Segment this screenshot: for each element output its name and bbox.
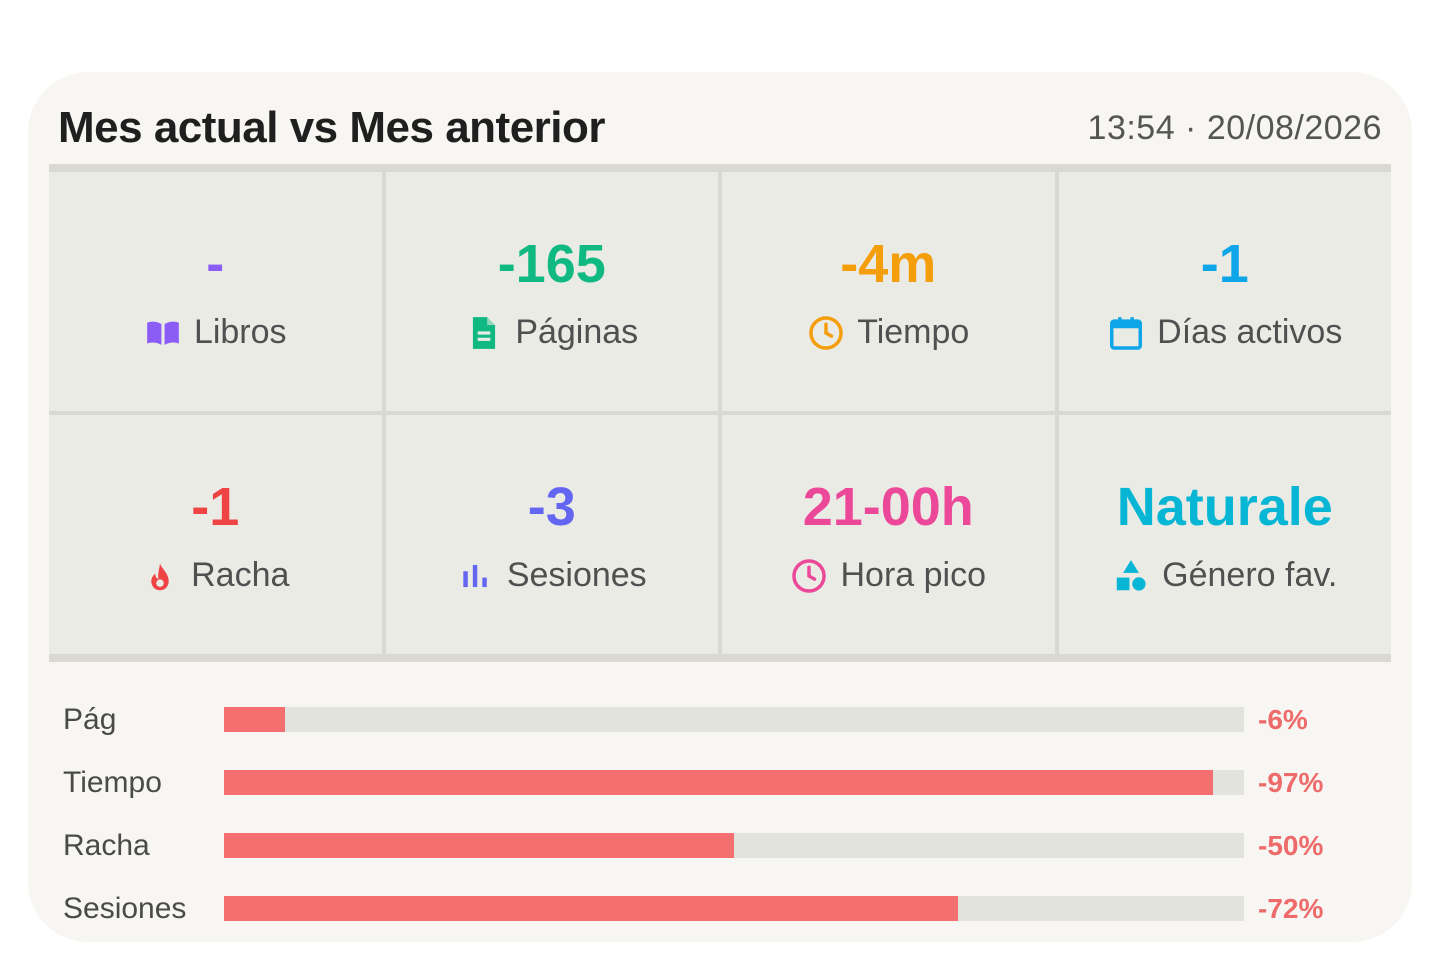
bar-percent: -50%: [1258, 829, 1324, 861]
stat-pages: -165 Páginas: [385, 172, 718, 411]
stat-peak-hour: 21-00h Hora pico: [722, 415, 1055, 654]
stat-time: -4m Tiempo: [722, 172, 1055, 411]
bar-label: Pág: [63, 702, 117, 736]
bar-percent: -6%: [1258, 703, 1308, 735]
card-header: Mes actual vs Mes anterior 13:54 · 20/08…: [58, 98, 1382, 158]
bar-fill: [224, 707, 286, 732]
bar-row-time: Tiempo -97%: [63, 751, 1377, 814]
stat-favorite-genre: Naturale Género fav.: [1058, 415, 1391, 654]
stat-streak: -1 Racha: [49, 415, 382, 654]
calendar-icon: [1107, 314, 1145, 352]
stat-books: - Libros: [49, 172, 382, 411]
bar-percent: -97%: [1258, 766, 1324, 798]
bar-fill: [224, 770, 1214, 795]
stat-label: Género fav.: [1162, 556, 1338, 594]
stat-label: Hora pico: [840, 556, 986, 594]
bar-track: [224, 770, 1244, 795]
stat-value: -165: [497, 234, 606, 294]
bar-fill: [224, 896, 959, 921]
clock-icon: [790, 557, 828, 595]
book-icon: [144, 314, 182, 352]
stat-value: -1: [1200, 234, 1249, 294]
stat-label: Racha: [191, 556, 290, 594]
bar-track: [224, 833, 1244, 858]
stat-value: -1: [191, 477, 240, 537]
bar-label: Sesiones: [63, 891, 187, 925]
stat-sessions: -3 Sesiones: [385, 415, 718, 654]
bar-row-pages: Pág -6%: [63, 688, 1377, 751]
bar-track: [224, 896, 1244, 921]
bar-percent: -72%: [1258, 892, 1324, 924]
stat-label: Libros: [193, 313, 287, 351]
stat-value: -3: [527, 477, 576, 537]
bar-label: Racha: [63, 828, 150, 862]
stat-label: Páginas: [515, 313, 639, 351]
document-icon: [465, 314, 503, 352]
stat-active-days: -1 Días activos: [1058, 172, 1391, 411]
bar-row-streak: Racha -50%: [63, 814, 1377, 877]
comparison-card: Mes actual vs Mes anterior 13:54 · 20/08…: [28, 72, 1412, 942]
stat-value: 21-00h: [802, 477, 974, 537]
shapes-icon: [1112, 557, 1150, 595]
card-title: Mes actual vs Mes anterior: [58, 103, 606, 152]
flame-icon: [141, 557, 179, 595]
stat-value: -4m: [840, 234, 937, 294]
bar-label: Tiempo: [63, 765, 162, 799]
stat-value: Naturale: [1116, 477, 1333, 537]
stat-label: Tiempo: [857, 313, 970, 351]
timestamp: 13:54 · 20/08/2026: [1087, 108, 1382, 147]
bar-track: [224, 707, 1244, 732]
stat-value: -: [206, 234, 225, 294]
clock-icon: [807, 314, 845, 352]
bar-row-sessions: Sesiones -72%: [63, 877, 1377, 940]
bar-chart-icon: [457, 557, 495, 595]
comparison-bars: Pág -6% Tiempo -97% Racha -50% Sesiones: [63, 688, 1377, 940]
stat-label: Días activos: [1157, 313, 1343, 351]
stats-grid: - Libros -165 Páginas -4m: [49, 164, 1391, 662]
stat-label: Sesiones: [506, 556, 647, 594]
bar-fill: [224, 833, 734, 858]
